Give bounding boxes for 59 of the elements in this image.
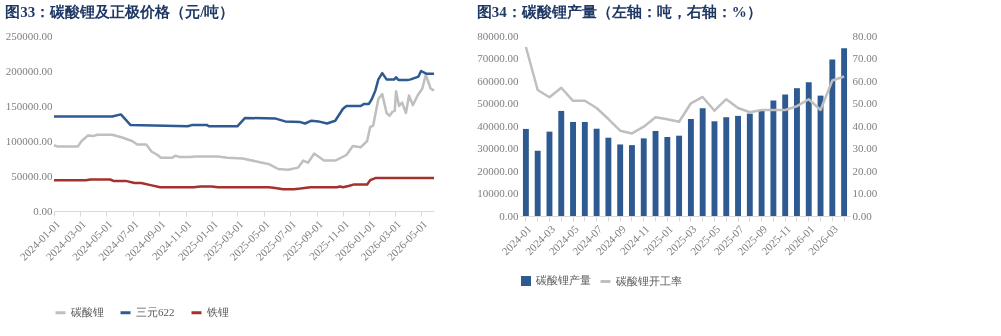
chart-title: 图33：碳酸锂及正极价格（元/吨）: [5, 4, 235, 20]
y2-tick-label: 70.00: [852, 52, 878, 64]
bar: [522, 128, 529, 216]
legend-label: 铁锂: [206, 305, 229, 318]
y2-tick-label: 10.00: [852, 187, 878, 199]
bar: [605, 137, 612, 216]
bar: [758, 110, 765, 216]
y2-tick-label: 80.00: [852, 29, 878, 42]
bar: [794, 88, 800, 216]
bar: [735, 115, 741, 216]
legend-label: 碳酸锂: [70, 305, 104, 318]
legend-label: 碳酸锂开工率: [615, 274, 682, 287]
y-tick-label: 10000.00: [477, 187, 519, 199]
y-tick-label: 20000.00: [477, 164, 519, 177]
bar: [829, 59, 836, 216]
bar: [593, 128, 600, 216]
line-series: [52, 176, 436, 191]
y2-tick-label: 40.00: [852, 119, 878, 132]
y-tick-label: 100000.00: [5, 134, 53, 147]
y-tick-label: 250000.00: [5, 29, 53, 42]
y-tick-label: 50000.00: [11, 169, 53, 182]
y-tick-label: 200000.00: [5, 64, 53, 77]
bar: [841, 48, 848, 216]
y2-tick-label: 50.00: [852, 97, 878, 109]
bar: [664, 137, 671, 216]
bar: [723, 117, 730, 216]
y-tick-label: 0.00: [499, 209, 519, 222]
bar: [558, 110, 565, 216]
y-tick-label: 60000.00: [477, 74, 519, 87]
y-tick-label: 150000.00: [5, 99, 53, 112]
bar: [640, 138, 647, 216]
bar: [699, 108, 706, 216]
y2-tick-label: 60.00: [852, 74, 878, 87]
bar: [676, 135, 683, 216]
chart-title: 图34：碳酸锂产量（左轴：吨，右轴：%）: [476, 4, 762, 20]
legend-label: 碳酸锂产量: [535, 274, 591, 286]
bar: [746, 113, 753, 216]
bar: [805, 82, 812, 216]
bar: [782, 94, 789, 216]
bar: [581, 121, 588, 216]
line-series: [524, 45, 846, 135]
y-tick-label: 70000.00: [477, 52, 519, 64]
bar: [687, 119, 694, 216]
legend-label: 三元622: [136, 305, 175, 318]
y2-tick-label: 30.00: [852, 142, 878, 154]
y-tick-label: 30000.00: [477, 142, 519, 154]
y2-tick-label: 20.00: [852, 164, 878, 177]
line-series: [52, 73, 436, 171]
y2-tick-label: 0.00: [852, 209, 873, 222]
y-tick-label: 0.00: [33, 204, 53, 217]
bar: [617, 144, 624, 216]
bar: [534, 150, 541, 216]
bar: [629, 145, 635, 216]
y-tick-label: 80000.00: [477, 29, 519, 42]
y-tick-label: 50000.00: [477, 97, 519, 109]
line-series: [52, 69, 436, 128]
bar: [570, 121, 576, 216]
y-tick-label: 40000.00: [477, 119, 519, 132]
bar: [770, 100, 777, 216]
